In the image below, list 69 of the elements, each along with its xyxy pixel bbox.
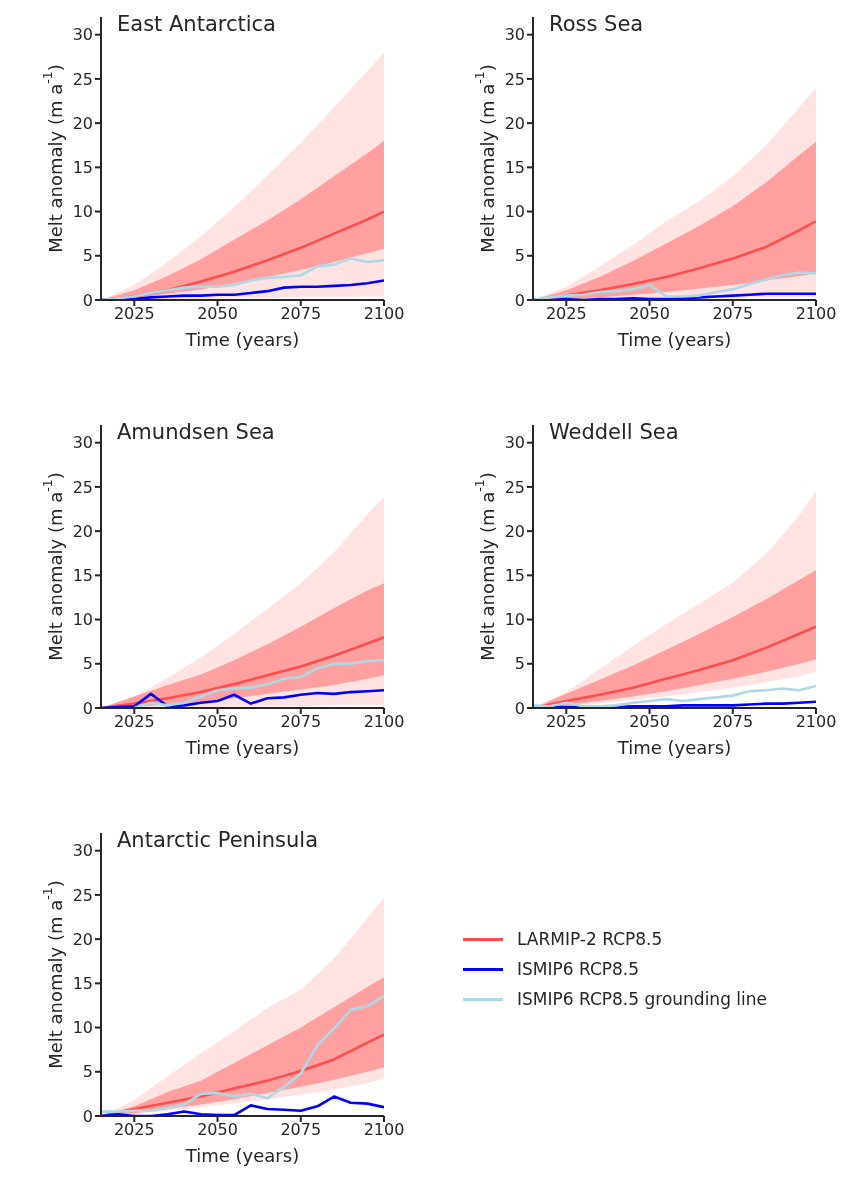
y-tick-label: 5 (82, 246, 93, 266)
x-tick-label: 2100 (795, 712, 837, 732)
y-tick-label: 10 (72, 1018, 93, 1038)
x-tick-label: 2075 (712, 712, 754, 732)
y-tick-label: 15 (504, 158, 525, 178)
legend-label: LARMIP-2 RCP8.5 (517, 928, 663, 951)
y-tick-label: 20 (72, 521, 93, 541)
x-tick-label: 2075 (280, 304, 322, 324)
y-tick-label: 10 (72, 202, 93, 222)
y-tick-label: 5 (514, 246, 525, 266)
y-tick-label: 5 (82, 654, 93, 674)
legend-label: ISMIP6 RCP8.5 grounding line (517, 988, 768, 1011)
y-tick-label: 15 (72, 566, 93, 586)
x-tick-label: 2050 (629, 712, 670, 732)
y-tick-label: 30 (504, 25, 525, 45)
x-tick-label: 2025 (113, 1120, 155, 1140)
y-tick-label: 0 (82, 1106, 93, 1126)
x-tick-label: 2050 (197, 1120, 238, 1140)
y-tick-label: 20 (72, 113, 93, 133)
y-tick-label: 10 (72, 610, 93, 630)
y-tick-label: 25 (72, 69, 93, 89)
x-axis-title: Time (years) (184, 1145, 300, 1166)
y-tick-label: 20 (504, 113, 525, 133)
x-axis-title: Time (years) (184, 737, 300, 758)
x-tick-label: 2075 (280, 712, 322, 732)
y-tick-label: 25 (504, 477, 525, 497)
y-tick-label: 0 (82, 698, 93, 718)
x-tick-label: 2025 (545, 304, 587, 324)
x-tick-label: 2075 (712, 304, 754, 324)
x-tick-label: 2050 (197, 304, 238, 324)
legend-label: ISMIP6 RCP8.5 (517, 958, 640, 981)
line-series (132, 658, 384, 708)
chart-title: Amundsen Sea (117, 420, 275, 444)
x-axis-title: Time (years) (616, 737, 732, 758)
x-axis-title: Time (years) (184, 329, 300, 350)
x-tick-label: 2100 (363, 304, 405, 324)
y-tick-label: 30 (504, 433, 525, 453)
y-tick-label: 20 (504, 521, 525, 541)
y-tick-label: 0 (82, 290, 93, 310)
y-tick-label: 10 (504, 610, 525, 630)
chart-title: Ross Sea (549, 12, 644, 36)
y-tick-label: 5 (514, 654, 525, 674)
y-tick-label: 25 (72, 477, 93, 497)
y-tick-label: 30 (72, 841, 93, 861)
y-tick-label: 5 (82, 1062, 93, 1082)
y-tick-label: 25 (504, 69, 525, 89)
x-tick-label: 2025 (113, 712, 155, 732)
y-tick-label: 0 (514, 698, 525, 718)
y-tick-label: 30 (72, 25, 93, 45)
x-tick-label: 2050 (629, 304, 670, 324)
y-tick-label: 10 (504, 202, 525, 222)
y-tick-label: 20 (72, 929, 93, 949)
x-tick-label: 2075 (280, 1120, 322, 1140)
y-tick-label: 15 (72, 158, 93, 178)
chart-title: East Antarctica (117, 12, 276, 36)
chart-title: Weddell Sea (549, 420, 679, 444)
y-tick-label: 15 (72, 974, 93, 994)
x-tick-label: 2025 (545, 712, 587, 732)
chart-title: Antarctic Peninsula (117, 828, 319, 852)
x-tick-label: 2025 (113, 304, 155, 324)
y-tick-label: 0 (514, 290, 525, 310)
y-tick-label: 15 (504, 566, 525, 586)
y-tick-label: 30 (72, 433, 93, 453)
x-axis-title: Time (years) (616, 329, 732, 350)
x-tick-label: 2050 (197, 712, 238, 732)
x-tick-label: 2100 (363, 1120, 405, 1140)
y-tick-label: 25 (72, 885, 93, 905)
x-tick-label: 2100 (795, 304, 837, 324)
x-tick-label: 2100 (363, 712, 405, 732)
